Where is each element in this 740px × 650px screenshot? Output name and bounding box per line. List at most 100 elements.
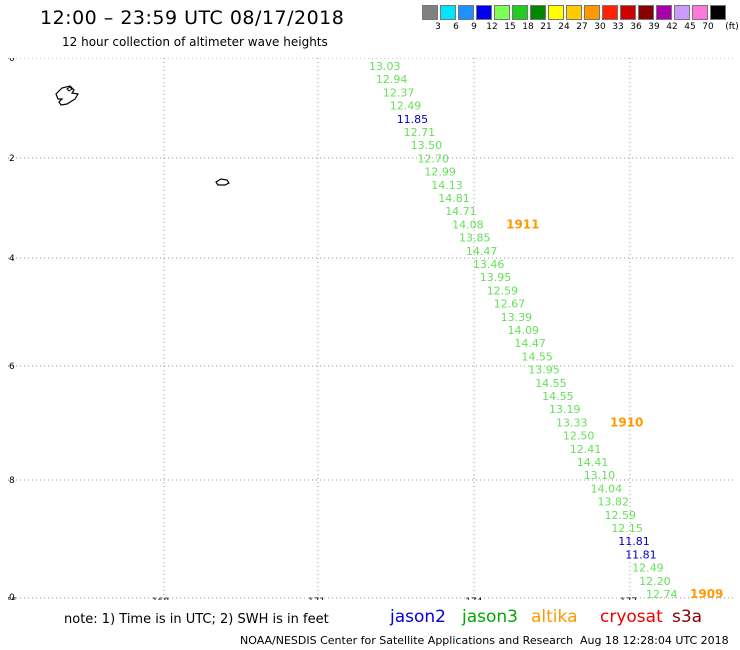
legend-label: 42 — [666, 22, 678, 32]
swh-observation: 13.46 — [473, 258, 505, 271]
swh-observation: 14.81 — [438, 192, 470, 205]
legend-swatch — [530, 5, 546, 20]
swh-observation: 11.81 — [618, 535, 650, 548]
swh-observation: 13.85 — [459, 232, 491, 245]
legend-swatch — [674, 5, 690, 20]
swh-observation: 12.49 — [390, 100, 422, 113]
cycle-label: 1909 — [690, 587, 723, 600]
swh-observation: 13.50 — [411, 139, 443, 152]
legend-label: 45 — [684, 22, 696, 32]
swh-observation: 13.95 — [528, 364, 560, 377]
legend-swatch — [620, 5, 636, 20]
swh-observation: 11.81 — [625, 548, 657, 561]
swh-observation: 12.20 — [639, 575, 671, 588]
legend-label: 9 — [471, 22, 477, 32]
mission-name: jason3 — [462, 607, 518, 627]
mission-name: cryosat — [600, 607, 663, 627]
legend-swatch — [638, 5, 654, 20]
legend-label: 3 — [435, 22, 441, 32]
mission-name: jason2 — [390, 607, 446, 627]
swh-observation: 12.67 — [494, 298, 525, 311]
swh-observation: 14.09 — [508, 324, 540, 337]
legend-swatch — [422, 5, 438, 20]
cycle-label: 1910 — [610, 415, 643, 429]
latitude-label: -52 — [8, 154, 15, 164]
swh-observation: 12.99 — [424, 166, 456, 179]
swh-observation: 12.37 — [383, 86, 415, 99]
legend-swatch — [476, 5, 492, 20]
legend-swatch — [656, 5, 672, 20]
legend-swatch — [548, 5, 564, 20]
swh-observation: 12.74 — [646, 588, 678, 600]
legend-label: 36 — [630, 22, 642, 32]
swh-observation: 14.08 — [452, 218, 484, 231]
swh-observation: 12.41 — [570, 443, 602, 456]
swh-observation: 12.71 — [404, 126, 436, 139]
legend-swatch — [440, 5, 456, 20]
swh-observation: 13.39 — [501, 311, 532, 324]
latitude-label: -60 — [8, 593, 15, 600]
swh-observation: 14.71 — [445, 205, 477, 218]
longitude-label: 165 — [8, 597, 17, 600]
map-graticule — [8, 58, 736, 600]
swh-observation: 14.55 — [542, 390, 574, 403]
legend-swatch — [710, 5, 726, 20]
swh-observation: 12.49 — [632, 562, 664, 575]
swh-observation: 11.85 — [397, 113, 429, 126]
legend-label: 33 — [612, 22, 624, 32]
cycle-label: 1911 — [506, 217, 539, 231]
swh-observation: 12.59 — [487, 284, 519, 297]
swh-observation: 13.82 — [598, 496, 630, 509]
legend-swatch — [584, 5, 600, 20]
swh-observation: 14.55 — [521, 350, 553, 363]
mission-name: s3a — [672, 607, 703, 627]
legend-label: 15 — [504, 22, 516, 32]
legend-swatch — [494, 5, 510, 20]
island-landmass — [55, 85, 79, 106]
swh-observation: 13.33 — [556, 416, 588, 429]
page-title: 12:00 – 23:59 UTC 08/17/2018 — [40, 7, 345, 29]
legend-label: 18 — [522, 22, 534, 32]
swh-observation: 14.04 — [591, 482, 623, 495]
swh-observation: 13.95 — [480, 271, 512, 284]
map-labels: -50-52-54-56-58-60165168171-17417713.031… — [8, 58, 723, 600]
swh-observation: 14.55 — [535, 377, 567, 390]
legend-swatch — [512, 5, 528, 20]
footer-note: note: 1) Time is in UTC; 2) SWH is in fe… — [64, 612, 329, 627]
swh-observation: 12.70 — [418, 152, 450, 165]
swh-observation: 13.19 — [549, 403, 581, 416]
swh-observation: 14.47 — [466, 245, 498, 258]
swh-observation: 13.03 — [369, 60, 401, 73]
legend-swatch — [602, 5, 618, 20]
legend-label: 24 — [558, 22, 570, 32]
latitude-label: -58 — [8, 476, 15, 486]
legend-label: 70 — [702, 22, 714, 32]
swh-observation: 13.10 — [584, 469, 616, 482]
legend-label: 21 — [540, 22, 552, 32]
swh-observation: 12.15 — [611, 522, 643, 535]
swh-observation: 14.41 — [577, 456, 609, 469]
color-scale-legend: 3 6 9 12 15 18 21 24 27 30 33 36 39 42 45 70 (ft) — [422, 5, 739, 35]
swh-observation: 12.59 — [605, 509, 637, 522]
swh-observation: 14.13 — [431, 179, 463, 192]
page-subtitle: 12 hour collection of altimeter wave hei… — [62, 35, 328, 49]
mission-name: altika — [531, 607, 578, 627]
longitude-label: 171 — [308, 597, 325, 600]
swh-observation: 12.50 — [563, 430, 595, 443]
legend-swatch — [566, 5, 582, 20]
wave-height-map: -50-52-54-56-58-60165168171-17417713.031… — [8, 58, 736, 600]
legend-swatch — [692, 5, 708, 20]
map-background — [8, 58, 736, 600]
legend-swatch — [458, 5, 474, 20]
legend-unit: (ft) — [725, 22, 739, 32]
island-landmass — [66, 86, 73, 92]
latitude-label: -54 — [8, 254, 15, 264]
longitude-label: -174 — [462, 597, 483, 600]
longitude-label: 177 — [620, 597, 637, 600]
island-landmass — [215, 178, 230, 186]
longitude-label: 168 — [152, 597, 169, 600]
generated-timestamp: Aug 18 12:28:04 UTC 2018 — [580, 634, 729, 647]
legend-label: 6 — [453, 22, 459, 32]
swh-observation: 14.47 — [514, 337, 546, 350]
latitude-label: -56 — [8, 362, 15, 372]
